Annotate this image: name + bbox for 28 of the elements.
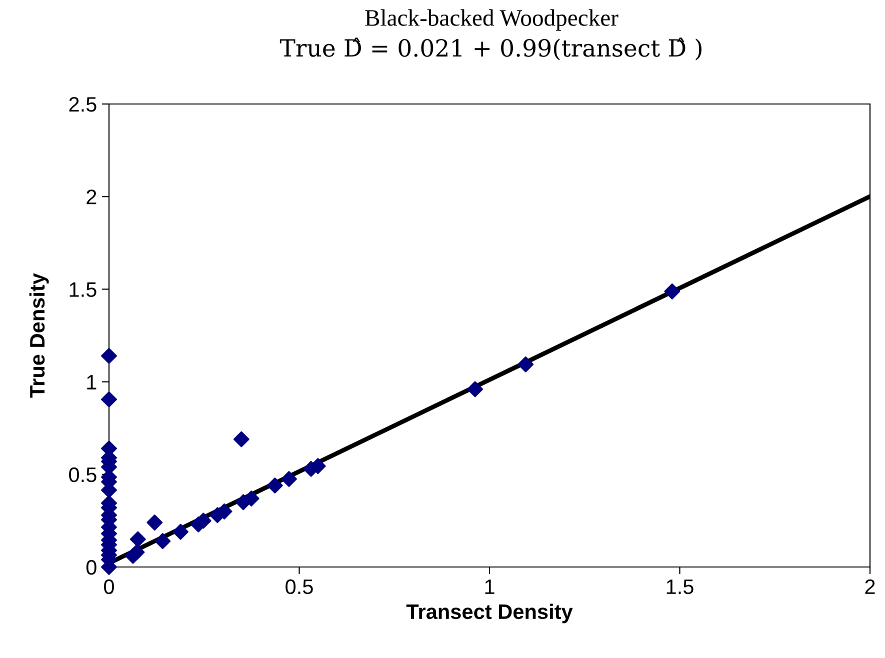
- point: [233, 431, 250, 448]
- point: [146, 514, 163, 531]
- x-tick-label: 1.5: [666, 580, 694, 594]
- point: [128, 544, 145, 560]
- y-axis-title: True Density: [29, 273, 49, 398]
- point: [172, 524, 189, 540]
- y-tick-label: 2: [86, 190, 96, 204]
- x-tick-label: 1: [485, 580, 494, 594]
- point: [281, 471, 297, 488]
- y-tick-label: 1.5: [70, 282, 96, 297]
- point: [518, 356, 534, 372]
- chart-title: Black-backed Woodpecker: [365, 9, 618, 31]
- point: [154, 533, 171, 550]
- chart-subtitle: True D̂ = 0.021 + 0.99(transect D̂ ): [280, 38, 702, 60]
- y-tick-label: 2.5: [69, 97, 96, 112]
- point: [664, 283, 680, 300]
- y-tick-label: 1: [87, 375, 96, 390]
- x-tick-label: 0: [104, 579, 114, 594]
- point: [467, 381, 484, 398]
- x-tick-label: 0.5: [286, 579, 313, 594]
- point: [101, 348, 117, 364]
- x-axis-title: Transect Density: [406, 604, 573, 624]
- y-tick-label: 0: [86, 560, 96, 575]
- y-tick-label: 0.5: [69, 467, 96, 482]
- point: [130, 531, 146, 548]
- point: [101, 391, 117, 408]
- x-tick-label: 2: [865, 579, 875, 594]
- point: [266, 478, 283, 494]
